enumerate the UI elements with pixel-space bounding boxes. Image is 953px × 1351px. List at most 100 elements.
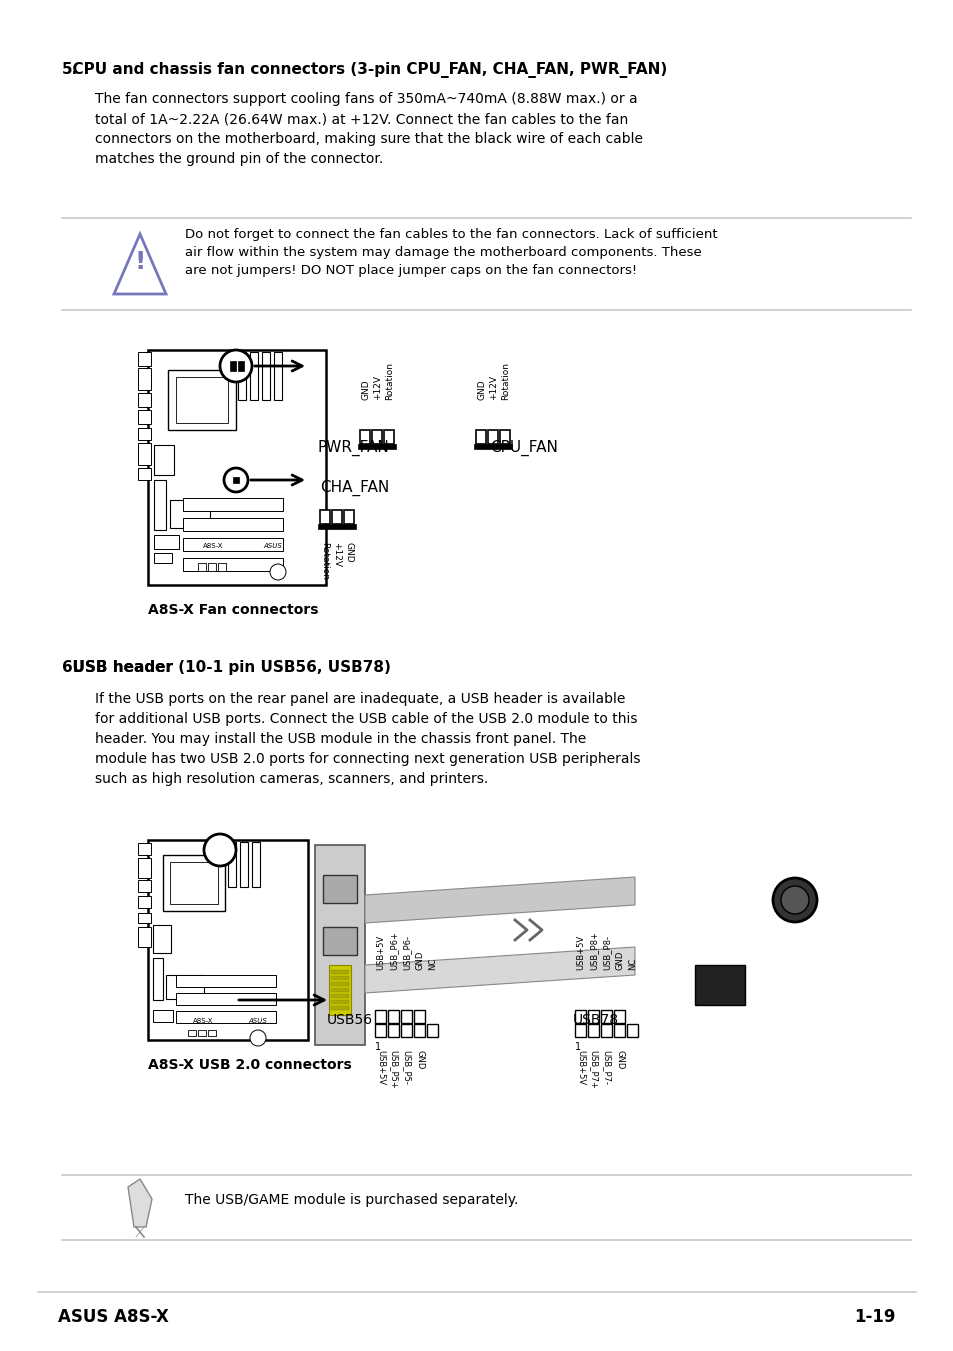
Bar: [218, 563, 226, 571]
Circle shape: [270, 563, 286, 580]
Bar: [138, 428, 151, 440]
Bar: [614, 1011, 624, 1023]
Text: CHA_FAN: CHA_FAN: [319, 480, 389, 496]
Bar: [230, 361, 235, 372]
Bar: [332, 509, 341, 524]
Bar: [400, 1011, 412, 1023]
Polygon shape: [365, 947, 635, 993]
Text: USB+5V: USB+5V: [376, 935, 385, 970]
Text: CPU and chassis fan connectors (3-pin CPU_FAN, CHA_FAN, PWR_FAN): CPU and chassis fan connectors (3-pin CP…: [62, 62, 666, 78]
Bar: [240, 842, 248, 888]
Text: Rotation: Rotation: [385, 362, 395, 400]
Bar: [372, 430, 381, 444]
Bar: [388, 1011, 398, 1023]
Text: ASUS: ASUS: [263, 543, 281, 549]
Bar: [375, 1011, 386, 1023]
Text: USB_P7-: USB_P7-: [602, 1050, 611, 1085]
Text: USB_P6-: USB_P6-: [402, 935, 411, 970]
Bar: [575, 1011, 585, 1023]
Text: GND: GND: [416, 951, 424, 970]
Bar: [198, 563, 206, 571]
Bar: [375, 1024, 386, 1038]
Bar: [152, 925, 171, 952]
Text: GND: GND: [344, 542, 354, 562]
Bar: [400, 1024, 412, 1038]
Bar: [175, 377, 228, 423]
Circle shape: [772, 878, 816, 921]
Bar: [474, 444, 512, 449]
Bar: [331, 1000, 349, 1004]
Text: USB+5V: USB+5V: [576, 1050, 585, 1085]
Bar: [587, 1011, 598, 1023]
Bar: [414, 1011, 424, 1023]
Bar: [384, 430, 394, 444]
Bar: [357, 444, 395, 449]
Bar: [175, 975, 275, 988]
Text: ASUS A8S-X: ASUS A8S-X: [58, 1308, 169, 1325]
Text: GND: GND: [615, 951, 624, 970]
Text: !: !: [134, 250, 146, 274]
Polygon shape: [113, 234, 166, 295]
Text: The fan connectors support cooling fans of 350mA~740mA (8.88W max.) or a
total o: The fan connectors support cooling fans …: [95, 92, 642, 166]
Polygon shape: [128, 1179, 152, 1227]
Text: USB_P7+: USB_P7+: [589, 1050, 598, 1089]
Bar: [575, 1024, 585, 1038]
Bar: [188, 1029, 195, 1036]
Bar: [208, 1029, 215, 1036]
Bar: [600, 1024, 612, 1038]
Text: USB header: USB header: [62, 661, 178, 676]
Bar: [344, 509, 354, 524]
Bar: [695, 965, 744, 1005]
Bar: [183, 538, 283, 551]
Text: The USB/GAME module is purchased separately.: The USB/GAME module is purchased separat…: [185, 1193, 517, 1206]
Bar: [274, 353, 282, 400]
Bar: [175, 1011, 275, 1023]
Bar: [183, 499, 283, 511]
Text: USB78: USB78: [573, 1013, 618, 1027]
Text: GND: GND: [615, 1050, 624, 1070]
Text: 1: 1: [375, 1042, 381, 1052]
Bar: [237, 361, 244, 372]
Text: USB header (10-1 pin USB56, USB78): USB header (10-1 pin USB56, USB78): [62, 661, 391, 676]
Bar: [626, 1024, 638, 1038]
Circle shape: [220, 350, 252, 382]
Text: A8S-X: A8S-X: [203, 543, 223, 549]
Bar: [476, 430, 485, 444]
Bar: [208, 563, 215, 571]
Bar: [153, 553, 172, 563]
Bar: [138, 467, 151, 480]
Bar: [331, 988, 349, 992]
Bar: [388, 1024, 398, 1038]
Bar: [170, 500, 210, 528]
Bar: [152, 958, 163, 1000]
Text: USB+5V: USB+5V: [376, 1050, 385, 1085]
Bar: [168, 370, 235, 430]
Bar: [233, 477, 239, 484]
Text: NC: NC: [628, 958, 637, 970]
Text: Rotation: Rotation: [501, 362, 510, 400]
Bar: [166, 975, 204, 998]
Bar: [152, 1011, 172, 1021]
Bar: [148, 350, 326, 585]
Bar: [138, 843, 151, 855]
Text: USB_P8-: USB_P8-: [602, 935, 611, 970]
Bar: [488, 430, 497, 444]
Text: USB_P5-: USB_P5-: [402, 1050, 411, 1085]
Text: USB_P5+: USB_P5+: [389, 1050, 398, 1089]
Bar: [414, 1024, 424, 1038]
Bar: [138, 880, 151, 892]
Circle shape: [204, 834, 235, 866]
Bar: [600, 1011, 612, 1023]
Bar: [323, 927, 356, 955]
Bar: [138, 367, 151, 390]
Bar: [138, 913, 151, 923]
Bar: [331, 970, 349, 974]
Text: GND: GND: [477, 380, 486, 400]
Text: +12V: +12V: [374, 376, 382, 400]
Text: A8S-X USB 2.0 connectors: A8S-X USB 2.0 connectors: [148, 1058, 352, 1071]
Bar: [319, 509, 330, 524]
Bar: [153, 444, 173, 476]
Text: If the USB ports on the rear panel are inadequate, a USB header is available
for: If the USB ports on the rear panel are i…: [95, 692, 639, 786]
Text: USB56: USB56: [327, 1013, 373, 1027]
Text: A8S-X: A8S-X: [193, 1019, 213, 1024]
